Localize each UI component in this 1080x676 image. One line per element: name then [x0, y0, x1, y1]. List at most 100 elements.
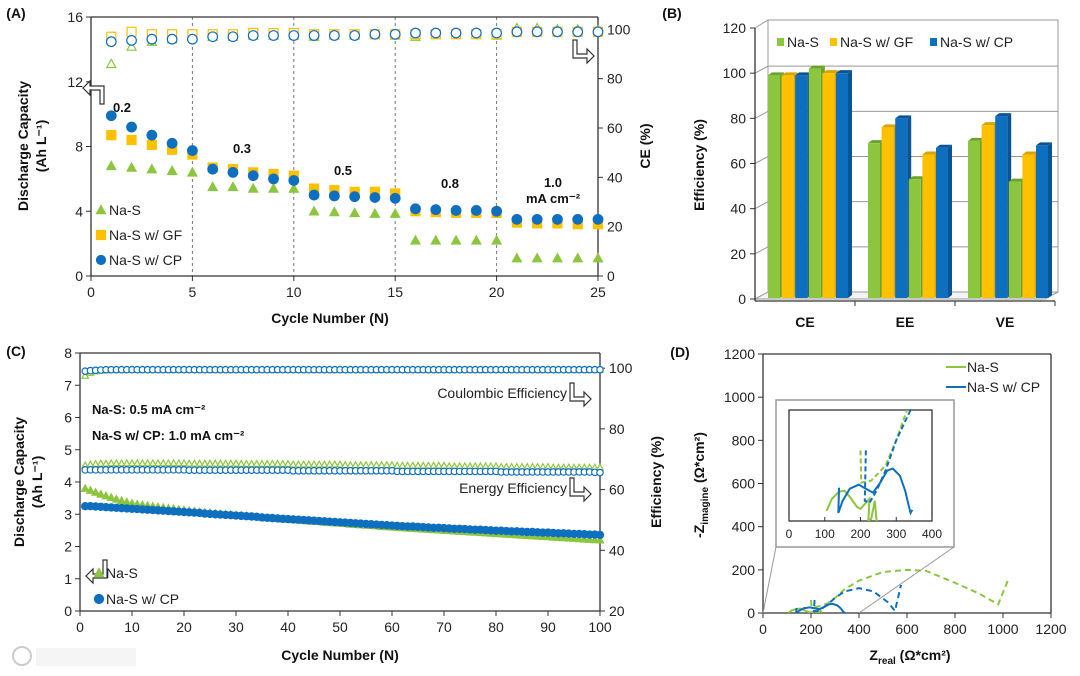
bar-VE-0 [968, 140, 980, 298]
y-axis-title: Efficiency (%) [691, 119, 707, 211]
capacity-point-2 [146, 129, 158, 141]
ee-point-0 [122, 458, 132, 467]
capacity-point-0 [90, 487, 101, 496]
y-tick-label: 8 [64, 345, 72, 361]
ce-point-2 [511, 26, 523, 38]
x-tick-label: 600 [895, 621, 919, 637]
panel-label-a: (A) [6, 5, 25, 21]
ee-annotation: Energy Efficiency [459, 480, 567, 496]
legend-marker [93, 593, 105, 605]
inset-x-tick-label: 300 [886, 527, 906, 541]
x-tick-label: 90 [540, 619, 556, 635]
ee-point-0 [96, 459, 106, 467]
ce-point-2 [308, 30, 320, 41]
x-tick-label: 5 [189, 284, 197, 300]
capacity-point-2 [105, 110, 117, 122]
capacity-point-0 [111, 494, 122, 503]
capacity-point-0 [328, 206, 340, 217]
ee-point-0 [294, 459, 303, 468]
legend-label: Na-S [109, 202, 141, 218]
y-tick-label: 6 [64, 410, 72, 426]
y-tick-label: 60 [730, 156, 746, 172]
capacity-point-0 [389, 207, 401, 218]
ee-point-0 [138, 458, 147, 467]
y-axis-title: Discharge Capacity [11, 417, 27, 547]
ee-point-0 [158, 458, 168, 467]
bar-side [848, 70, 852, 299]
capacity-point-0 [584, 534, 595, 543]
bar-top [822, 70, 839, 74]
y2-tick-label: 80 [609, 421, 625, 437]
legend-swatch [830, 38, 837, 46]
ce-point-2 [389, 28, 401, 40]
x-tick-label: 10 [124, 619, 140, 635]
capacity-point-0 [85, 485, 96, 494]
y-tick-label: 12 [67, 74, 83, 90]
ee-point-1 [596, 468, 604, 477]
y-tick-label: 8 [75, 139, 83, 155]
ce-point-2 [105, 36, 117, 48]
y-tick-label: 40 [730, 201, 746, 217]
ee-point-0 [252, 459, 262, 467]
ee-point-0 [273, 459, 282, 467]
inset-x-tick-label: 200 [850, 527, 870, 541]
y2-tick-label: 0 [607, 268, 615, 284]
bar-EE-2 [895, 118, 908, 298]
capacity-point-2 [511, 213, 523, 225]
capacity-axis-arrow-icon [85, 559, 108, 585]
capacity-point-2 [430, 204, 442, 216]
bar-EE-1 [881, 127, 894, 298]
y-tick-label: 1200 [724, 346, 755, 362]
ee-point-0 [262, 459, 272, 467]
ce-point-2 [247, 30, 259, 41]
legend-label: Na-S w/ CP [967, 379, 1040, 395]
ce-point-2 [531, 26, 543, 38]
bar-CE-2 [836, 73, 848, 299]
legend-label: Na-S [967, 359, 999, 375]
capacity-point-0 [572, 252, 584, 263]
ce-point-2 [572, 26, 584, 38]
bar-top [836, 70, 852, 74]
legend-label: Na-S w/ GF [109, 227, 182, 243]
x-title-part: real [878, 656, 896, 667]
ee-point-0 [132, 458, 142, 467]
ee-point-0 [195, 459, 204, 467]
x-axis-title: Zreal (Ω*cm²) [869, 647, 950, 667]
bar-top [868, 140, 884, 144]
x-axis-title: Cycle Number (N) [281, 647, 398, 663]
capacity-point-2 [166, 137, 178, 149]
ee-point-0 [226, 459, 236, 467]
x-tick-label: 0 [76, 619, 84, 635]
rate-label: 0.3 [233, 141, 251, 156]
bar-top [895, 115, 912, 119]
legend-marker [93, 567, 105, 578]
legend-swatch [777, 38, 784, 46]
ee-point-0 [143, 458, 152, 467]
ce-annotation: Coulombic Efficiency [437, 385, 567, 401]
ee-point-0 [320, 459, 329, 468]
y2-tick-label: 20 [609, 603, 625, 619]
capacity-point-0 [106, 492, 116, 501]
capacity-point-2 [328, 190, 340, 202]
ee-point-0 [257, 459, 267, 467]
y-tick-label: 80 [730, 110, 746, 126]
capacity-point-0 [574, 533, 584, 543]
ee-point-0 [216, 459, 225, 467]
ce-point-2 [470, 27, 482, 39]
wall-edge [754, 19, 769, 29]
ee-point-0 [231, 459, 241, 467]
capacity-point-0 [450, 234, 462, 245]
x-tick-label: 25 [590, 284, 606, 300]
nyquist-curve-1 [810, 568, 1009, 609]
y-tick-label: 2 [64, 539, 72, 555]
y-tick-label: 200 [732, 562, 756, 578]
capacity-point-0 [247, 182, 259, 193]
category-label: EE [896, 314, 915, 330]
x-tick-label: 0 [87, 284, 95, 300]
capacity-point-2 [227, 166, 239, 178]
capacity-point-2 [552, 213, 563, 225]
capacity-point-2 [308, 189, 320, 201]
x-tick-label: 50 [332, 619, 348, 635]
ce-point-2 [592, 26, 604, 38]
y-tick-label: 400 [732, 519, 756, 535]
